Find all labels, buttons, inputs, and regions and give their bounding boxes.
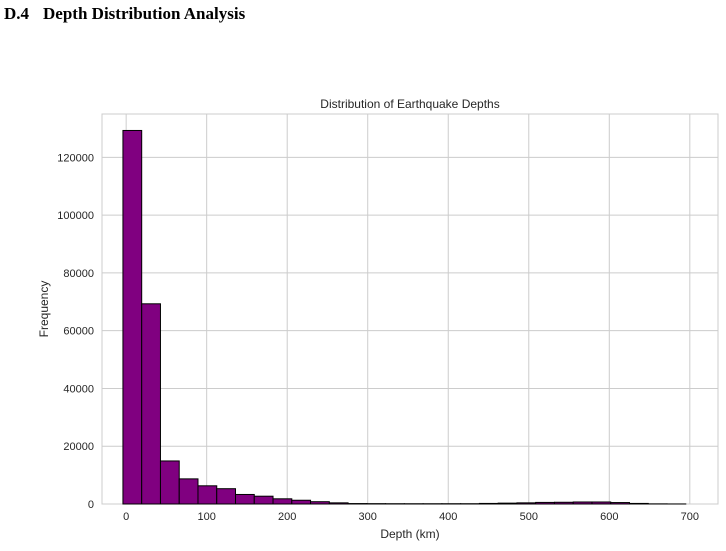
histogram-bar [497, 502, 518, 505]
y-tick-label: 80000 [63, 268, 94, 280]
plot-area [101, 113, 719, 505]
histogram-bar [272, 498, 293, 505]
histogram-bar [310, 501, 330, 505]
section-heading: D.4 Depth Distribution Analysis [4, 4, 245, 24]
histogram-bar [572, 501, 593, 505]
y-tick-label: 20000 [63, 441, 94, 453]
x-axis-label: Depth (km) [380, 527, 439, 541]
x-tick-label: 500 [520, 511, 538, 523]
x-tick-label: 300 [359, 511, 377, 523]
histogram-bar [216, 488, 237, 505]
histogram-bar [291, 499, 312, 505]
histogram-bar [141, 303, 161, 505]
section-title: Depth Distribution Analysis [43, 4, 246, 23]
histogram-bar [553, 501, 574, 505]
histogram-bar [235, 493, 255, 505]
y-tick-label: 0 [88, 499, 94, 511]
y-axis-label: Frequency [37, 281, 51, 338]
histogram-bar [478, 502, 499, 505]
y-tick-label: 60000 [63, 326, 94, 338]
x-tick-label: 600 [600, 511, 618, 523]
y-axis-ticks: 0 20000 40000 60000 80000 100000 120000 [57, 152, 94, 511]
section-number: D.4 [4, 4, 30, 23]
x-tick-label: 100 [198, 511, 216, 523]
x-tick-label: 0 [123, 511, 129, 523]
grid-lines [102, 114, 718, 505]
bars [122, 129, 687, 505]
histogram-bar [122, 129, 143, 505]
x-tick-label: 200 [278, 511, 296, 523]
histogram-bar [591, 501, 612, 505]
histogram-bar [516, 502, 537, 505]
histogram-bar [629, 502, 649, 505]
y-tick-label: 120000 [57, 152, 94, 164]
histogram-bar [535, 501, 555, 505]
histogram-bar [159, 460, 180, 505]
histogram-bar [197, 485, 218, 505]
chart-title: Distribution of Earthquake Depths [320, 97, 499, 111]
x-tick-label: 700 [681, 511, 699, 523]
histogram-bar [178, 478, 199, 505]
x-tick-label: 400 [439, 511, 457, 523]
x-axis-ticks: 0 100 200 300 400 500 600 700 [123, 511, 699, 523]
histogram-bar [328, 502, 349, 505]
y-tick-label: 100000 [57, 210, 94, 222]
histogram-bar [253, 495, 274, 505]
y-tick-label: 40000 [63, 383, 94, 395]
histogram-bar [610, 502, 631, 505]
